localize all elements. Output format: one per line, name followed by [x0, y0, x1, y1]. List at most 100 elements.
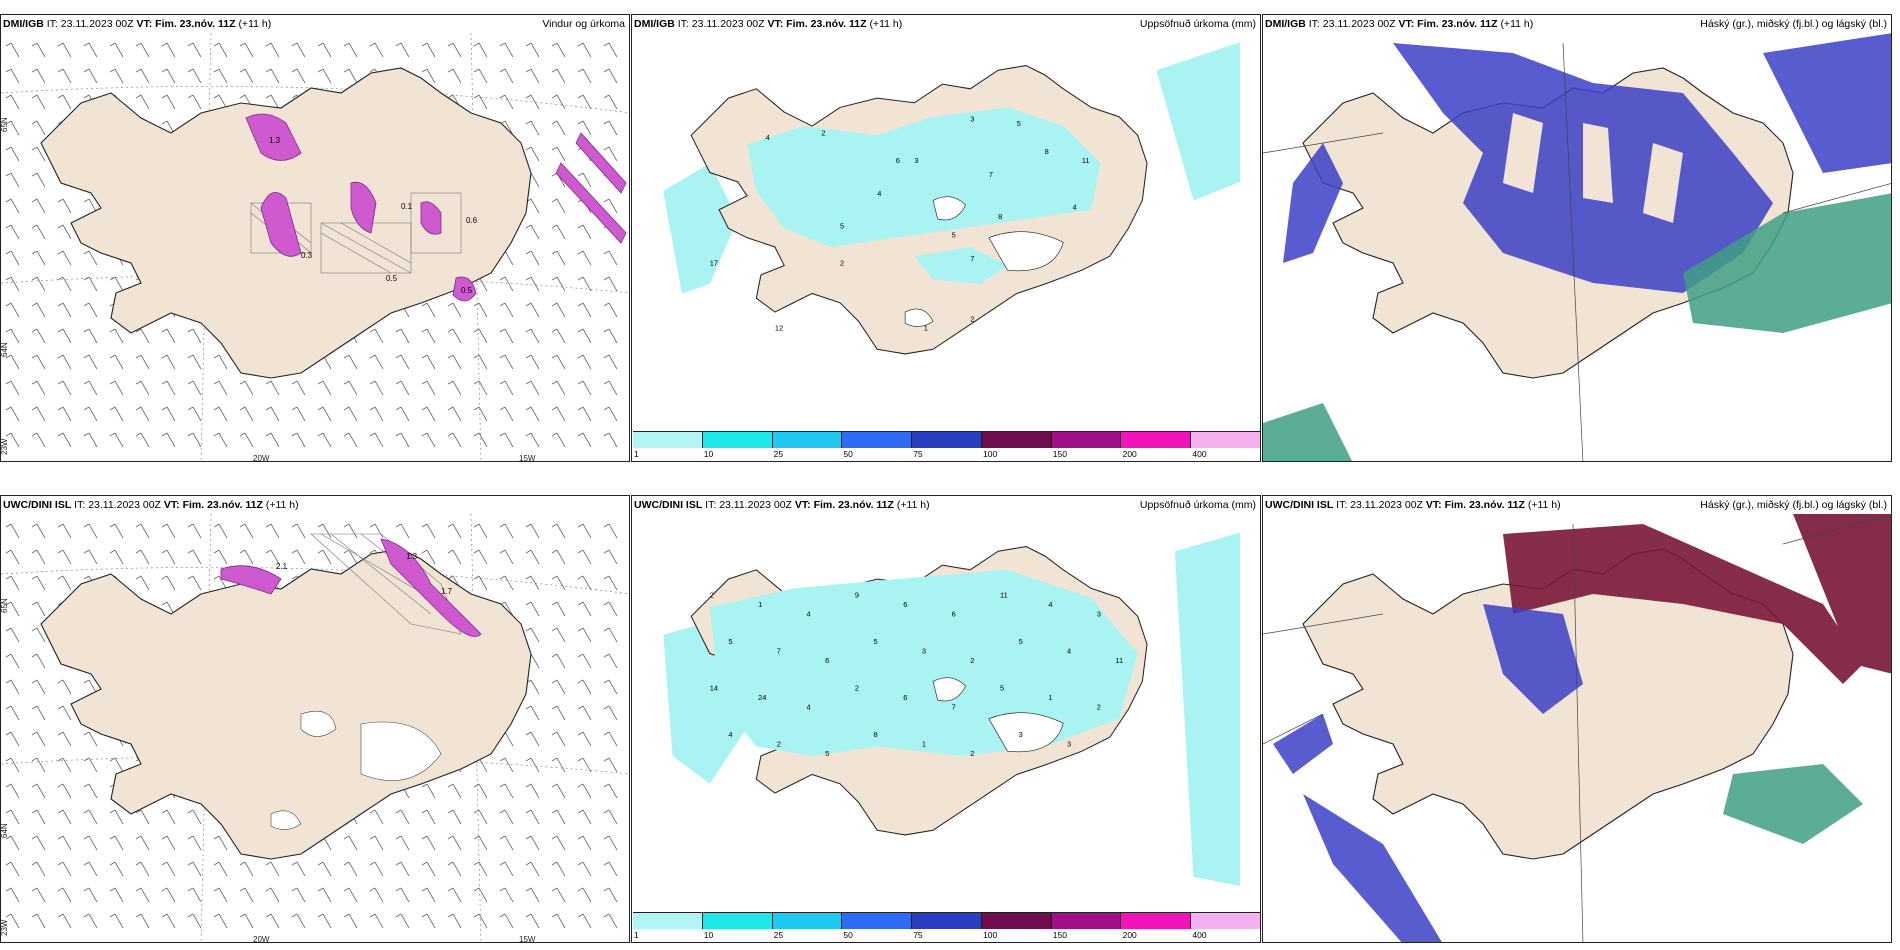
wind-barb [5, 627, 20, 643]
wind-barb [577, 42, 592, 58]
wind-barb [31, 549, 46, 565]
precip-value: 4 [1048, 600, 1052, 609]
wind-barb [265, 42, 280, 58]
wind-barb [31, 146, 46, 162]
iceland-landmass [40, 548, 532, 860]
wind-barb [161, 328, 176, 344]
wind-barb [83, 42, 98, 58]
wind-barb [5, 354, 20, 370]
wind-barb [499, 302, 514, 318]
lat-label: 65N [1, 598, 9, 613]
precip-value: 1 [1048, 693, 1052, 702]
wind-barb [603, 198, 618, 214]
wind-barb [109, 549, 124, 565]
wind-barb [577, 302, 592, 318]
panel-header: UWC/DINI ISL IT: 23.11.2023 00Z VT: Fim.… [634, 499, 930, 511]
colorbar-cell [702, 913, 773, 929]
wind-barb [603, 731, 618, 747]
precip-value: 2 [970, 656, 974, 665]
wind-barb [213, 42, 228, 58]
wind-barb [291, 68, 306, 84]
wind-barb [317, 406, 332, 422]
wind-barb [447, 68, 462, 84]
wind-barb [577, 835, 592, 851]
wind-barb [525, 627, 540, 643]
precip-value: 5 [840, 221, 844, 230]
wind-barb [525, 757, 540, 773]
wind-barb [603, 861, 618, 877]
precip-areas [245, 113, 627, 302]
wind-barb [57, 913, 72, 929]
precip-value: 2 [1097, 702, 1101, 711]
precip-land-areas [709, 569, 1138, 756]
wind-barb [577, 120, 592, 136]
wind-barb [525, 835, 540, 851]
precip-value: 4 [766, 133, 770, 142]
colorbar-cell [1051, 913, 1122, 929]
precip-values: 3 4 2 6 7 3 5 8 11 4 5 8 4 5 7 17 12 2 2… [710, 114, 1090, 332]
wind-barb [551, 68, 566, 84]
wind-barb [603, 146, 618, 162]
wind-barb [551, 146, 566, 162]
glaciers [904, 196, 1064, 327]
wind-barb [239, 861, 254, 877]
wind-barb [135, 42, 150, 58]
panel-clouds-uwc: UWC/DINI ISL IT: 23.11.2023 00Z VT: Fim.… [1262, 495, 1892, 943]
wind-barb [525, 328, 540, 344]
wind-barb [421, 380, 436, 396]
wind-barb [57, 549, 72, 565]
wind-barb [343, 835, 358, 851]
wind-barb [213, 861, 228, 877]
precip-value: 5 [825, 749, 829, 758]
wind-barb [291, 549, 306, 565]
wind-barb [603, 679, 618, 695]
wind-barb [395, 354, 410, 370]
wind-barb [83, 757, 98, 773]
wind-barb [5, 380, 20, 396]
wind-barb [83, 328, 98, 344]
wind-barb [5, 172, 20, 188]
precip-value: 5 [728, 637, 732, 646]
wind-barb [577, 224, 592, 240]
wind-barb [369, 328, 384, 344]
wind-barb [369, 809, 384, 825]
wind-barb [473, 887, 488, 903]
wind-barb [31, 679, 46, 695]
wind-barb [31, 120, 46, 136]
wind-barb [31, 276, 46, 292]
wind-barb [551, 913, 566, 929]
wind-barb [603, 380, 618, 396]
precip-value: 11 [1082, 156, 1090, 165]
colorbar-cell [1121, 913, 1192, 929]
wind-barb [499, 328, 514, 344]
precip-value: 2.1 [276, 562, 288, 571]
wind-barb [551, 406, 566, 422]
wind-barb [603, 276, 618, 292]
wind-barb [473, 809, 488, 825]
wind-barb [31, 68, 46, 84]
wind-barb [187, 406, 202, 422]
wind-barb [135, 887, 150, 903]
wind-barb [31, 627, 46, 643]
precip-value: 3 [970, 114, 974, 123]
wind-barb [551, 120, 566, 136]
wind-barb [31, 705, 46, 721]
wind-barb [603, 94, 618, 110]
wind-barb [551, 627, 566, 643]
wind-barb [421, 549, 436, 565]
wind-barb [603, 302, 618, 318]
wind-barb [239, 406, 254, 422]
wind-barb [31, 302, 46, 318]
graticule [1263, 42, 1891, 461]
wind-barb [473, 68, 488, 84]
wind-barb [57, 783, 72, 799]
wind-barb [577, 809, 592, 825]
wind-barb [343, 354, 358, 370]
wind-barb [499, 887, 514, 903]
wind-barb [447, 302, 462, 318]
wind-barb [499, 575, 514, 591]
wind-barb [213, 523, 228, 539]
wind-barb [525, 406, 540, 422]
wind-barb [109, 328, 124, 344]
wind-barb [369, 887, 384, 903]
